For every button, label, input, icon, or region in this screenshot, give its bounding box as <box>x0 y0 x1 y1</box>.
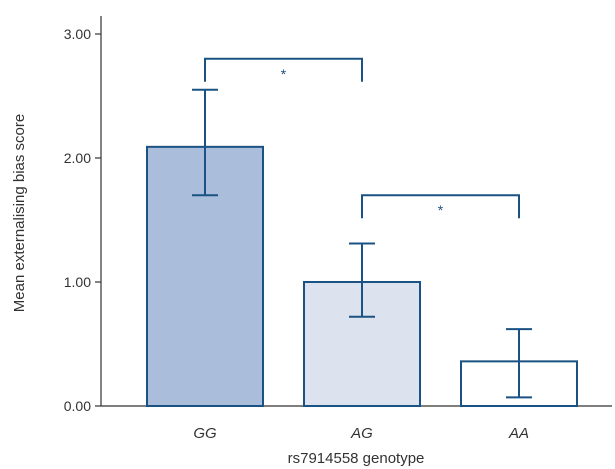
significance-label: * <box>281 66 287 82</box>
x-axis-title: rs7914558 genotype <box>288 450 425 467</box>
x-tick-label: GG <box>193 425 217 442</box>
y-tick-label: 3.00 <box>64 26 91 42</box>
y-tick-label: 2.00 <box>64 150 91 166</box>
y-axis-title: Mean externalising bias score <box>11 114 28 312</box>
significance-bracket <box>361 194 520 219</box>
error-bars <box>192 88 532 399</box>
bars <box>146 145 578 407</box>
y-tick-label: 1.00 <box>64 274 91 290</box>
x-tick-label: AG <box>350 425 373 442</box>
significance-brackets: ** <box>204 57 520 219</box>
labels: 0.00 1.00 2.00 3.00 GG AG AA rs7914558 genotype… <box>11 26 529 467</box>
x-tick-label: AA <box>508 425 529 442</box>
significance-label: * <box>438 202 444 218</box>
y-tick-label: 0.00 <box>64 398 91 414</box>
significance-bracket <box>204 57 363 82</box>
